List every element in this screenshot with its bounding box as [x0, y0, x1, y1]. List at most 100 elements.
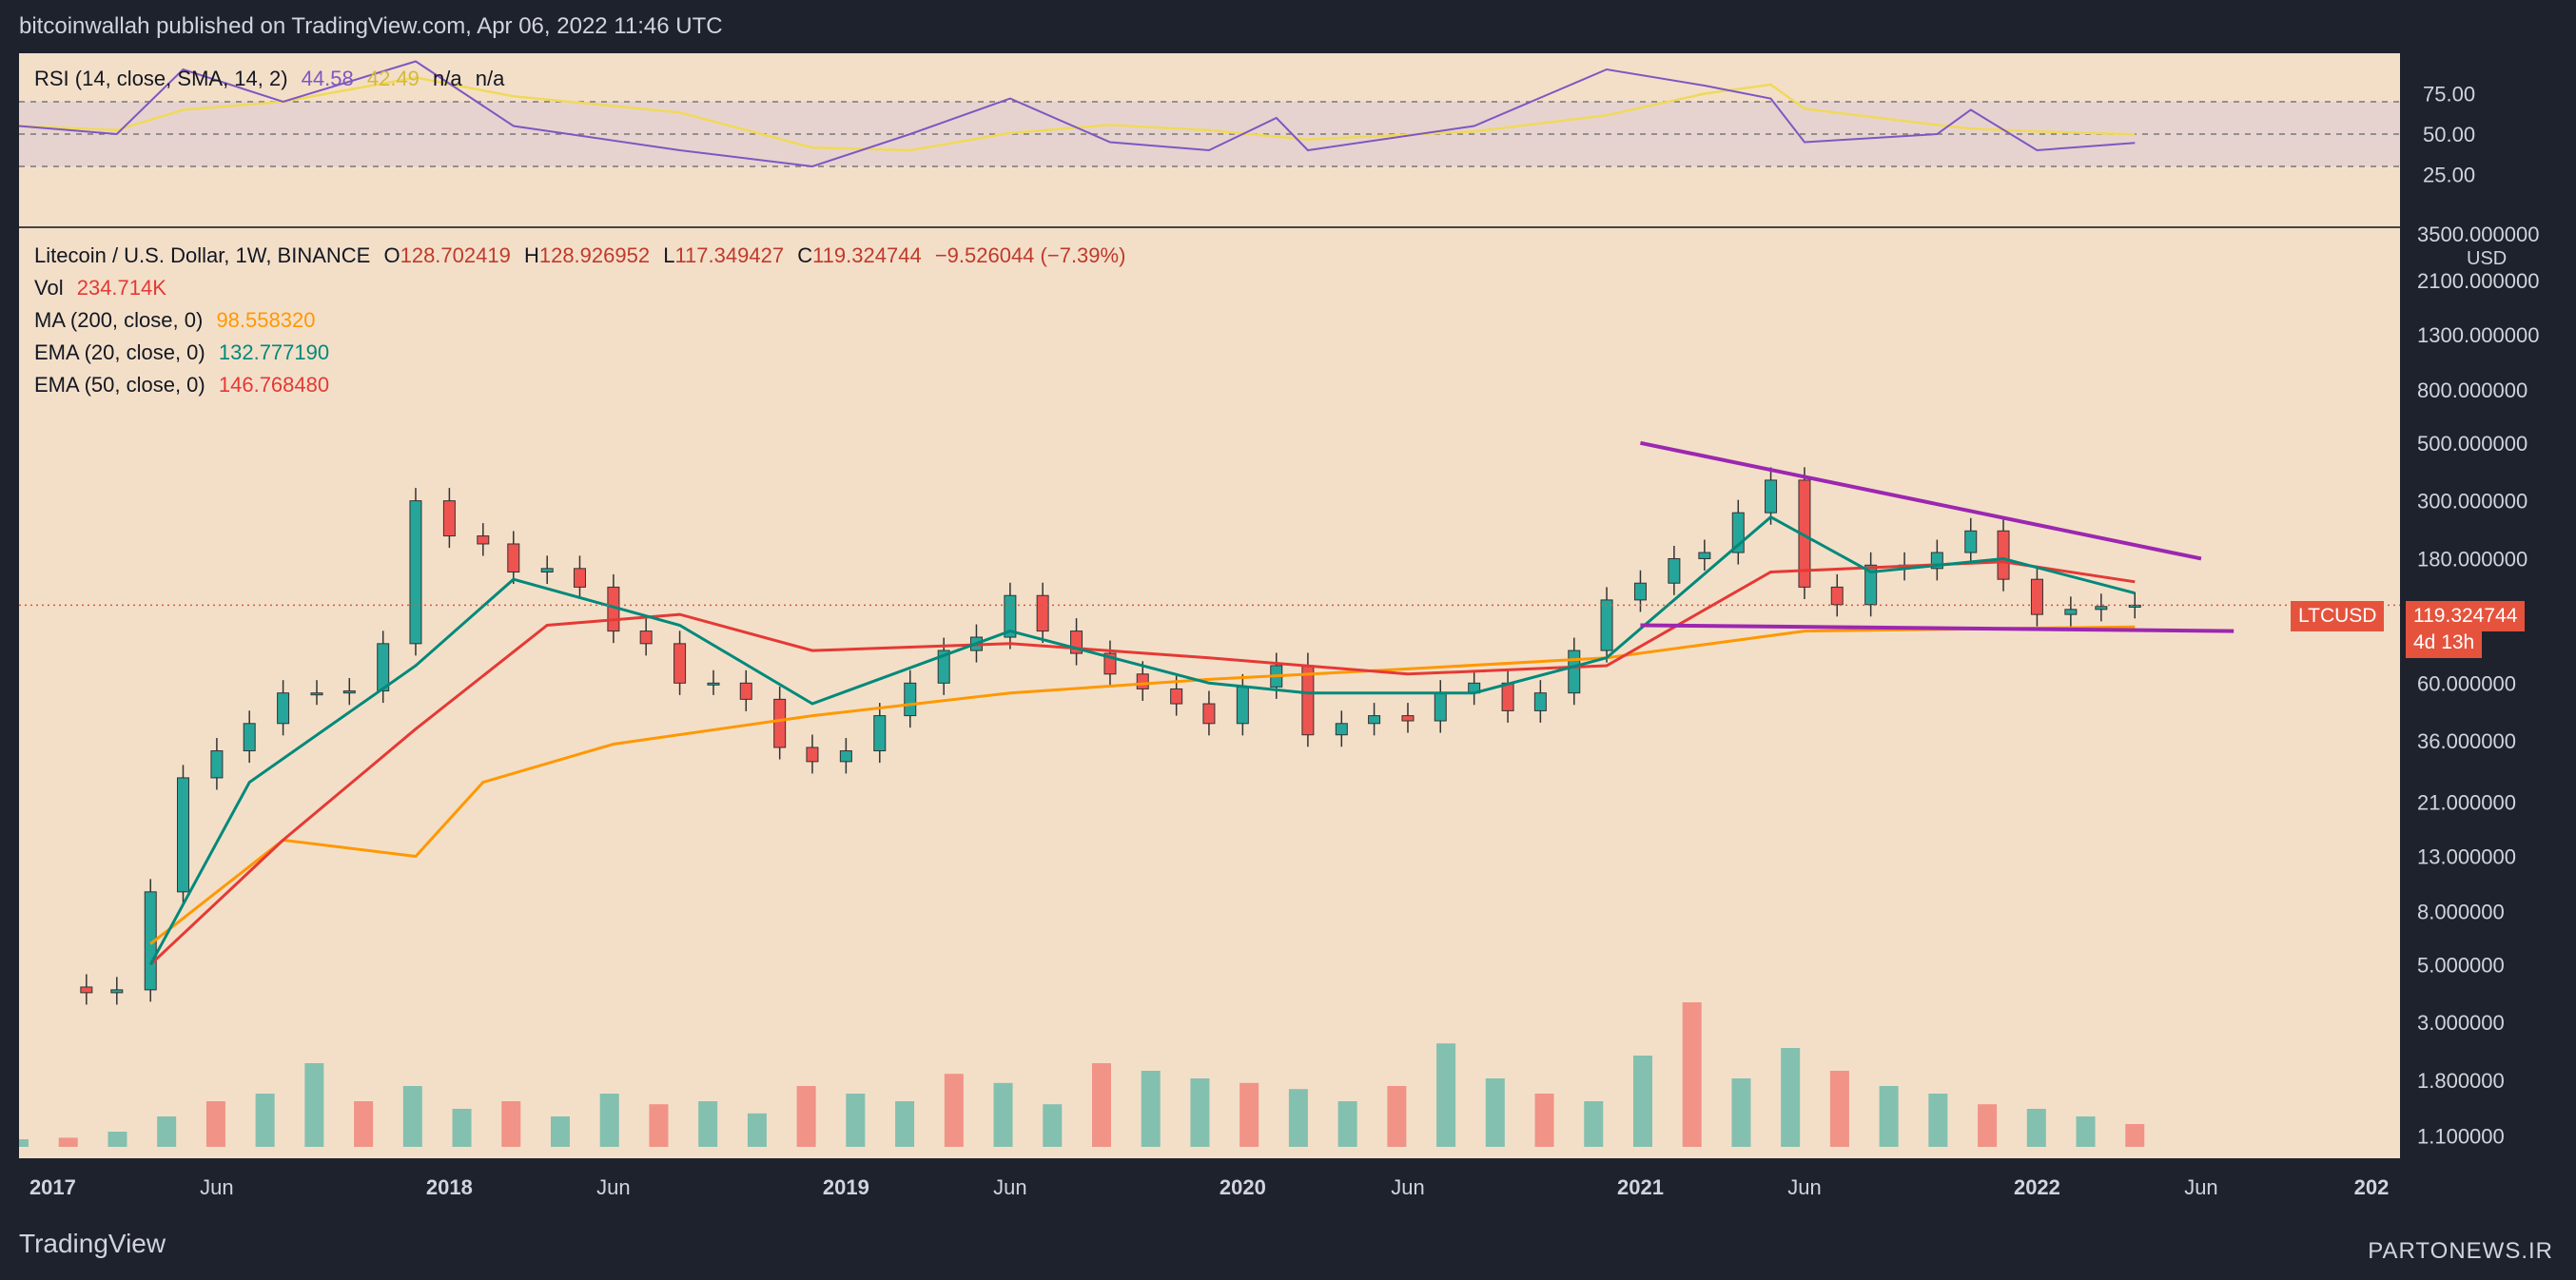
candle-body	[937, 650, 950, 684]
volume-bar	[1829, 1071, 1849, 1147]
close-value: 119.324744	[812, 243, 922, 267]
candle-body	[1368, 715, 1381, 725]
volume-bar	[10, 1139, 29, 1147]
volume-bar	[1978, 1104, 1998, 1147]
volume-bar	[895, 1101, 915, 1147]
candle-body	[2128, 604, 2141, 608]
candle-body	[1202, 703, 1216, 725]
volume-bar	[649, 1104, 669, 1147]
ema50-label: EMA (50, close, 0)	[34, 373, 205, 397]
volume-bar	[1632, 1056, 1652, 1147]
time-tick-label: 2021	[1617, 1175, 1664, 1199]
candle-body	[1830, 586, 1844, 606]
high-value: 128.926952	[538, 243, 651, 267]
price-tick-label: 5.000000	[2417, 953, 2505, 977]
time-tick-label: Jun	[596, 1175, 630, 1199]
price-tick-label: 3500.000000	[2417, 223, 2539, 246]
volume-bar	[1190, 1078, 1210, 1147]
time-tick-label: Jun	[993, 1175, 1026, 1199]
currency-label: USD	[2467, 248, 2507, 269]
change-value: −9.526044 (−7.39%)	[934, 243, 1126, 267]
candle-body	[1964, 530, 1978, 553]
candle-body	[477, 535, 490, 545]
time-tick-label: 2022	[2014, 1175, 2060, 1199]
countdown-tag: 4d 13h	[2406, 628, 2483, 658]
time-tick-label: Jun	[1787, 1175, 1821, 1199]
price-tick-label: 13.000000	[2417, 844, 2516, 868]
price-scale-canvas: 3500.000000 2100.000000 1300.000000 800.000…	[2417, 83, 2539, 1149]
candle-body	[177, 777, 190, 893]
volume-bar	[1436, 1043, 1456, 1147]
candle-body	[873, 715, 887, 752]
price-tick-label: 21.000000	[2417, 790, 2516, 814]
candle-body	[1668, 557, 1681, 584]
volume-bars	[10, 1002, 2145, 1147]
candle-body	[277, 692, 290, 725]
volume-bar	[2076, 1116, 2096, 1147]
candle-body	[639, 630, 653, 645]
price-scale[interactable]: 3500.000000 2100.000000 1300.000000 800.000…	[2291, 53, 2576, 1158]
tradingview-logo[interactable]: TradingView	[19, 1229, 166, 1259]
volume-bar	[846, 1094, 866, 1147]
chart-canvas[interactable]	[10, 53, 2400, 1158]
candle-body	[1036, 594, 1049, 632]
candle-body	[110, 989, 124, 994]
ema20-value: 132.777190	[218, 340, 330, 364]
volume-bar	[747, 1113, 767, 1147]
volume-bar	[402, 1086, 422, 1147]
time-tick-label: 2017	[29, 1175, 76, 1199]
candle-body	[1401, 715, 1415, 722]
candle-body	[1600, 599, 1613, 651]
price-candles	[80, 467, 2141, 1005]
candle-body	[1633, 582, 1647, 601]
rsi-lines	[18, 60, 2136, 168]
candle-body	[904, 682, 917, 717]
candle-body	[1765, 479, 1778, 514]
chart-pane[interactable]: RSI (14, close, SMA, 14, 2) 44.58 42.49 …	[10, 53, 2400, 1158]
candle-body	[1997, 530, 2010, 580]
symbol-price-tag: LTCUSD	[2291, 601, 2385, 631]
ema50-value: 146.768480	[218, 373, 330, 397]
ma200-legend: MA (200, close, 0) 98.558320	[34, 308, 315, 333]
volume-bar	[1879, 1086, 1899, 1147]
candle-body	[2064, 609, 2078, 615]
rsi-sma-value: 42.49	[366, 67, 420, 90]
candle-body	[1501, 682, 1514, 711]
rsi-band	[19, 101, 2400, 228]
time-axis-canvas: 2017 Jun 2018 Jun 2019 Jun 2020 Jun 2021 Jun 2022 J…	[29, 1175, 2389, 1199]
price-tick-label: 180.000000	[2417, 547, 2527, 571]
trendline	[1640, 623, 2234, 633]
candle-body	[673, 643, 687, 684]
published-text: bitcoinwallah published on TradingView.c…	[19, 13, 723, 39]
volume-bar	[354, 1101, 374, 1147]
candle-body	[1170, 688, 1183, 705]
volume-bar	[157, 1116, 177, 1147]
volume-bar	[698, 1101, 718, 1147]
tradingview-logo-text: TradingView	[19, 1229, 166, 1258]
candle-body	[739, 682, 752, 700]
volume-bar	[1731, 1078, 1751, 1147]
volume-bar	[1239, 1082, 1259, 1147]
volume-bar	[1781, 1048, 1801, 1147]
price-tick-label: 500.000000	[2417, 432, 2527, 456]
volume-bar	[501, 1101, 521, 1147]
candle-body	[540, 568, 554, 572]
volume-bar	[255, 1094, 275, 1147]
time-axis[interactable]: 2017 Jun 2018 Jun 2019 Jun 2020 Jun 2021 Jun 2022 J…	[19, 1158, 2400, 1212]
volume-bar	[1534, 1094, 1554, 1147]
candle-body	[377, 643, 390, 692]
candle-body	[2030, 578, 2043, 615]
symbol-legend: Litecoin / U.S. Dollar, 1W, BINANCE O128…	[34, 243, 1125, 268]
trendline	[1640, 440, 2202, 561]
candle-body	[773, 698, 787, 748]
volume-bar	[1682, 1002, 1702, 1147]
indicator-lines	[19, 440, 2400, 966]
volume-bar	[944, 1074, 964, 1147]
price-tick-label: 2100.000000	[2417, 269, 2539, 293]
rsi-na-1: n/a	[433, 67, 462, 90]
price-tick-label: 60.000000	[2417, 671, 2516, 695]
time-tick-label: Jun	[200, 1175, 233, 1199]
volume-legend: Vol 234.714K	[34, 276, 166, 301]
volume-bar	[58, 1137, 78, 1147]
price-tick-label: 1.800000	[2417, 1069, 2505, 1093]
